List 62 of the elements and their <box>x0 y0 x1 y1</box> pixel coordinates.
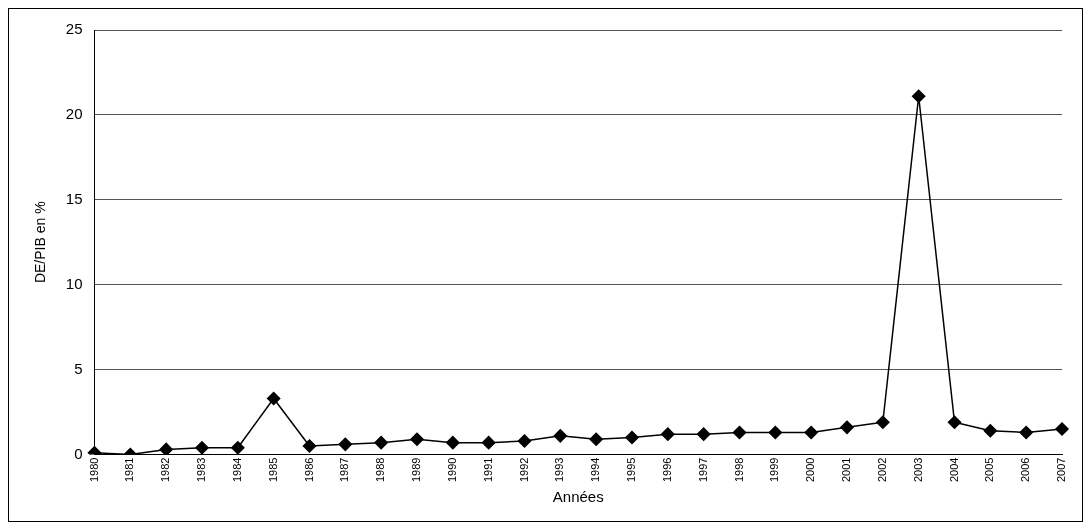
y-tick-label: 10 <box>65 274 83 292</box>
point <box>338 437 353 452</box>
x-axis-title: Années <box>552 488 604 506</box>
point <box>947 415 962 430</box>
y-tick-label: 20 <box>65 105 83 123</box>
point <box>625 430 639 445</box>
x-tick-label: 1986 <box>302 457 315 483</box>
point <box>876 415 890 430</box>
x-tick-label: 1980 <box>87 457 100 483</box>
y-tick-label: 15 <box>65 189 83 207</box>
point <box>840 420 854 435</box>
x-tick-label: 1990 <box>445 457 458 483</box>
x-tick-label: 1992 <box>517 457 530 483</box>
point <box>553 429 568 443</box>
point <box>804 425 818 440</box>
x-tick-label: 1996 <box>660 457 673 483</box>
point <box>302 439 317 453</box>
y-tick-label: 25 <box>65 20 83 38</box>
x-tick-label: 1983 <box>195 457 208 483</box>
x-tick-label: 1991 <box>481 457 494 483</box>
x-tick-label: 1982 <box>159 457 172 483</box>
point <box>231 440 245 455</box>
y-tick-label: 5 <box>74 359 83 377</box>
x-tick-label: 1981 <box>123 457 136 483</box>
point <box>1055 422 1069 436</box>
x-tick-label: 2000 <box>804 457 817 483</box>
x-tick-label: 1999 <box>768 457 781 483</box>
point <box>983 424 998 438</box>
x-tick-label: 1984 <box>230 457 243 483</box>
point <box>195 440 209 455</box>
point <box>517 434 532 448</box>
point <box>446 435 460 450</box>
x-tick-label: 1989 <box>410 457 423 483</box>
x-tick-label: 2007 <box>1055 457 1068 483</box>
x-tick-label: 1998 <box>732 457 745 483</box>
point <box>768 425 783 440</box>
point <box>159 442 173 455</box>
point <box>661 427 675 441</box>
x-tick-label: 1997 <box>696 457 709 483</box>
point <box>696 427 711 441</box>
y-axis-title: DE/PIB en % <box>32 201 49 284</box>
point <box>589 432 603 446</box>
point <box>266 391 281 406</box>
point <box>911 89 926 103</box>
x-tick-label: 1993 <box>553 457 566 483</box>
x-tick-label: 1988 <box>374 457 387 483</box>
x-tick-label: 1985 <box>266 457 279 483</box>
x-tick-label: 2002 <box>875 457 888 483</box>
x-tick-label: 2001 <box>840 457 853 483</box>
x-tick-label: 2005 <box>983 457 996 483</box>
x-tick-label: 2006 <box>1019 457 1032 483</box>
x-tick-label: 2003 <box>911 457 924 483</box>
point <box>374 435 388 450</box>
x-tick-label: 1995 <box>625 457 638 483</box>
point <box>410 432 424 446</box>
x-tick-label: 2004 <box>947 457 960 483</box>
point <box>481 435 496 450</box>
x-tick-label: 1987 <box>338 457 351 483</box>
x-tick-label: 1994 <box>589 457 602 483</box>
point <box>1019 425 1033 440</box>
point <box>732 425 747 440</box>
y-tick-label: 0 <box>74 444 83 462</box>
